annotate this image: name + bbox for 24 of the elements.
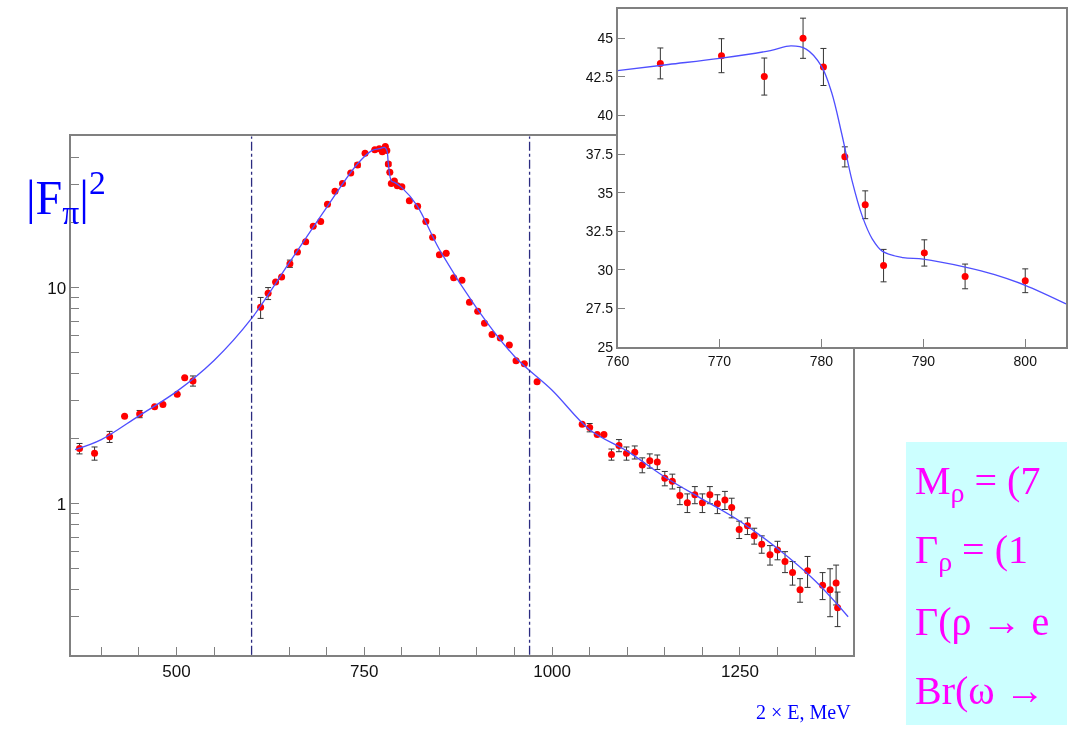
y-axis-title: |F$_{π}$|$^{2}$ — [26, 164, 106, 232]
y-tick-label: 42.5 — [585, 68, 614, 85]
text: Br(ω → — [915, 668, 1045, 713]
text: Γ$_{ρ}$ = (1 — [915, 527, 1028, 578]
x-tick-label: 500 — [162, 661, 191, 681]
x-tick-label: 790 — [911, 352, 936, 369]
y-tick-label: 45 — [597, 30, 614, 47]
y-tick-label: 10 — [47, 278, 67, 298]
y-tick-label: 40 — [597, 107, 614, 124]
y-tick-label: 37.5 — [585, 145, 614, 162]
x-tick-label: 780 — [809, 352, 834, 369]
y-tick-label: 32.5 — [585, 223, 614, 240]
y-tick-label: 27.5 — [585, 300, 614, 317]
y-tick-label: 30 — [597, 261, 614, 278]
text: Γ(ρ → e — [915, 599, 1050, 644]
y-tick-label: 35 — [597, 184, 614, 201]
text: M$_{ρ}$ = (7 — [915, 458, 1041, 509]
x-tick-label: 800 — [1013, 352, 1038, 369]
x-tick-label: 1250 — [721, 661, 759, 681]
y-tick-label: 1 — [56, 494, 67, 514]
x-tick-label: 770 — [707, 352, 732, 369]
x-tick-label: 1000 — [533, 661, 572, 681]
x-tick-label: 750 — [350, 661, 379, 681]
x-axis-title: 2 × E, MeV — [756, 701, 852, 723]
